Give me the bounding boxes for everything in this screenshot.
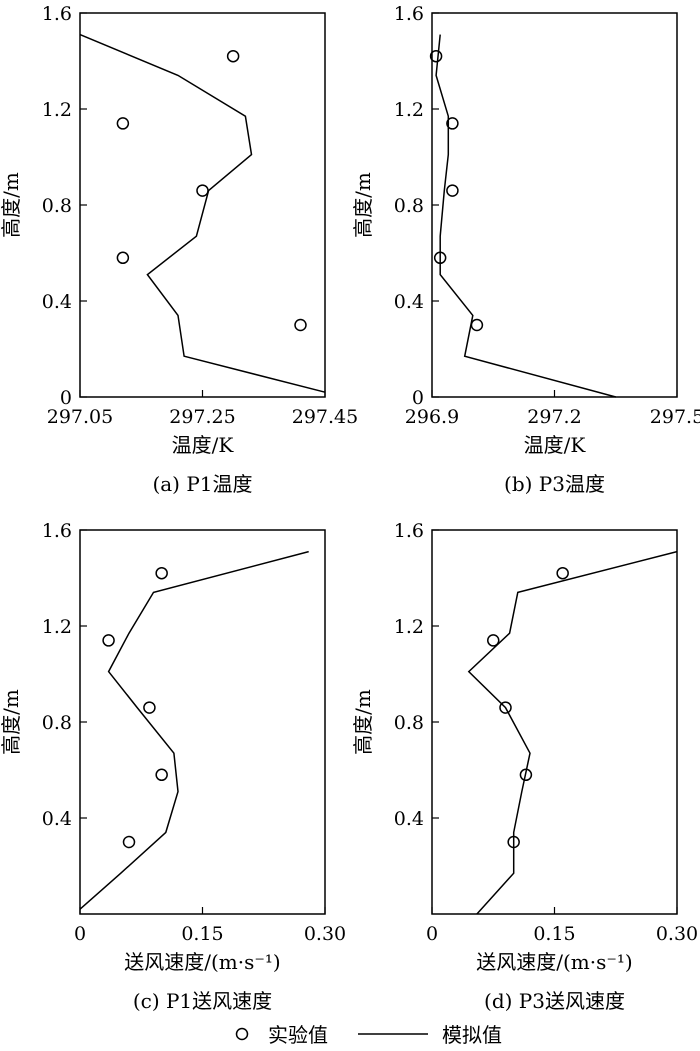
- x-tick-label: 297.25: [169, 406, 235, 428]
- panel-caption: (a) P1温度: [152, 472, 252, 496]
- simulation-line: [79, 550, 309, 910]
- experiment-point: [226, 49, 240, 63]
- plot-frame: [431, 529, 678, 915]
- x-tick-label: 297.5: [650, 406, 700, 428]
- x-tick-label: 0: [426, 923, 438, 945]
- y-tick-label: 0.4: [42, 808, 72, 830]
- y-tick-label: 0.8: [394, 712, 424, 734]
- experiment-point: [487, 634, 500, 647]
- simulation-line: [467, 550, 678, 915]
- panel-caption: (c) P1送风速度: [133, 989, 272, 1013]
- chart-panels: 0 0.4 0.8 1.2 1.6 297.05 297.25 297.45 温度/K 高度/m (…: [0, 3, 700, 1013]
- experiment-point: [102, 634, 115, 647]
- y-axis-label: 高度/m: [0, 172, 23, 238]
- y-tick-label: 1.2: [42, 616, 72, 638]
- y-tick-label: 1.6: [394, 520, 424, 542]
- y-tick-label: 1.2: [394, 616, 424, 638]
- y-tick-label: 0: [412, 387, 424, 409]
- y-tick-label: 0.8: [42, 195, 72, 217]
- legend-marker-experiment: [235, 1027, 249, 1041]
- simulation-line: [435, 34, 616, 398]
- chart-panel-b: 0 0.4 0.8 1.2 1.6 296.9 297.2 297.5 温度/K 高度/m (b) …: [351, 3, 700, 496]
- x-tick-label: 0.15: [181, 923, 223, 945]
- y-tick-label: 1.6: [394, 3, 424, 25]
- experiment-point: [446, 117, 459, 130]
- x-tick-label: 297.2: [527, 406, 581, 428]
- experiment-point: [196, 184, 209, 197]
- x-axis-label: 送风速度/(m·s⁻¹): [124, 950, 281, 974]
- x-tick-label: 297.45: [292, 406, 358, 428]
- experiment-point: [143, 701, 156, 714]
- y-tick-label: 0.8: [394, 195, 424, 217]
- experiment-point: [116, 117, 130, 130]
- x-tick-label: 0.30: [656, 923, 698, 945]
- plot-frame: [79, 529, 326, 915]
- y-tick-label: 1.2: [394, 99, 424, 121]
- x-tick-label: 297.05: [47, 406, 113, 428]
- x-axis-label: 送风速度/(m·s⁻¹): [476, 950, 633, 974]
- experiment-point: [155, 566, 168, 580]
- y-tick-label: 0.8: [42, 712, 72, 734]
- y-tick-label: 0.4: [42, 291, 72, 313]
- y-tick-label: 0.4: [394, 291, 424, 313]
- panel-caption: (d) P3送风速度: [484, 989, 625, 1013]
- x-tick-label: 296.9: [405, 406, 459, 428]
- chart-panel-c: 0.4 0.8 1.2 1.6 0 0.15 0.30 送风速度/(m·s⁻¹) 高度/m (c)…: [0, 520, 346, 1013]
- x-tick-label: 0: [74, 923, 86, 945]
- experiment-point: [446, 184, 459, 197]
- y-tick-label: 0: [60, 387, 72, 409]
- experiment-point: [294, 318, 307, 332]
- chart-panel-a: 0 0.4 0.8 1.2 1.6 297.05 297.25 297.45 温度/K 高度/m (…: [0, 3, 358, 496]
- y-tick-label: 1.6: [42, 520, 72, 542]
- y-axis-label: 高度/m: [0, 689, 23, 755]
- y-tick-label: 1.6: [42, 3, 72, 25]
- y-tick-label: 0.4: [394, 808, 424, 830]
- x-tick-label: 0.15: [533, 923, 575, 945]
- y-axis-label: 高度/m: [351, 172, 375, 238]
- y-tick-label: 1.2: [42, 99, 72, 121]
- experiment-point: [116, 251, 130, 265]
- experiment-point: [155, 768, 168, 782]
- experiment-point: [556, 566, 569, 580]
- plot-frame: [79, 12, 326, 398]
- simulation-line: [79, 33, 326, 393]
- experiment-point: [122, 835, 136, 849]
- experiment-point: [499, 701, 512, 714]
- experiment-point: [470, 318, 484, 332]
- legend-label-experiment: 实验值: [268, 1023, 328, 1047]
- x-tick-label: 0.30: [304, 923, 346, 945]
- chart-panel-d: 0.4 0.8 1.2 1.6 0 0.15 0.30 送风速度/(m·s⁻¹) 高度/m (d)…: [351, 520, 698, 1013]
- y-axis-label: 高度/m: [351, 689, 375, 755]
- x-axis-label: 温度/K: [524, 433, 587, 457]
- panel-caption: (b) P3温度: [504, 472, 605, 496]
- x-axis-label: 温度/K: [172, 433, 235, 457]
- legend-label-simulation: 模拟值: [442, 1023, 502, 1047]
- figure-legend: 实验值 模拟值: [235, 1023, 502, 1047]
- experiment-point: [429, 49, 443, 63]
